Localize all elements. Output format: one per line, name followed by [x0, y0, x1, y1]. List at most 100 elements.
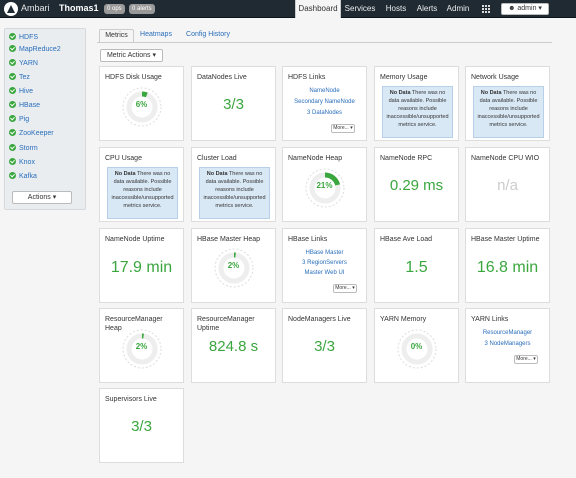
- ring-outline: [214, 248, 254, 288]
- check-icon: [9, 87, 16, 94]
- widget-hdfs-disk-usage[interactable]: HDFS Disk Usage 6%: [99, 66, 184, 141]
- service-label: Hive: [19, 88, 34, 95]
- widget-title: HBase Master Uptime: [471, 236, 540, 243]
- widget-title: HDFS Links: [288, 74, 326, 81]
- no-data-label: No Data: [480, 90, 502, 96]
- widget-title: Memory Usage: [380, 74, 428, 81]
- widget-hbase-master-heap[interactable]: HBase Master Heap 2%: [191, 228, 276, 303]
- service-actions-button[interactable]: Actions ▾: [12, 191, 72, 204]
- tab-heatmaps[interactable]: Heatmaps: [140, 31, 172, 38]
- widget-supervisors-live[interactable]: Supervisors Live 3/3: [99, 388, 184, 463]
- nav-admin[interactable]: Admin: [446, 4, 470, 13]
- widget-value: n/a: [497, 177, 518, 194]
- sidebar-item-kafka[interactable]: Kafka: [9, 171, 37, 182]
- widget-value: 0.29 ms: [389, 177, 444, 194]
- widget-nodemanagers-live[interactable]: NodeManagers Live 3/3: [282, 308, 367, 383]
- tab-metrics[interactable]: Metrics: [99, 29, 134, 43]
- ring-outline: [397, 329, 437, 369]
- widget-title: Supervisors Live: [105, 396, 157, 403]
- widget-title: NameNode Heap: [288, 155, 343, 162]
- brand-name[interactable]: Ambari: [21, 3, 50, 13]
- service-label: YARN: [19, 60, 38, 67]
- check-icon: [9, 144, 16, 151]
- widget-namenode-rpc[interactable]: NameNode RPC 0.29 ms: [374, 147, 459, 222]
- caret-down-icon: ▾: [352, 285, 355, 291]
- ring-outline: [122, 87, 162, 127]
- no-data-text: There was no data available. Possible re…: [477, 90, 540, 128]
- widget-title: YARN Memory: [380, 316, 427, 323]
- no-data-message: No Data There was no data available. Pos…: [473, 86, 544, 138]
- widget-title: HDFS Disk Usage: [105, 74, 162, 81]
- tab-config-history[interactable]: Config History: [186, 31, 230, 38]
- widget-value: 16.8 min: [476, 259, 539, 276]
- sidebar-item-knox[interactable]: Knox: [9, 157, 35, 168]
- ring-outline: [122, 329, 162, 369]
- link-hbase-master[interactable]: HBase Master: [305, 250, 344, 256]
- no-data-message: No Data There was no data available. Pos…: [107, 167, 178, 219]
- link-datanodes[interactable]: 3 DataNodes: [306, 110, 343, 116]
- widget-title: ResourceManager Heap: [105, 316, 163, 332]
- widget-hdfs-links: HDFS Links NameNode Secondary NameNode 3…: [282, 66, 367, 141]
- sidebar-item-hive[interactable]: Hive: [9, 86, 33, 97]
- more-button[interactable]: More... ▾: [333, 284, 357, 293]
- yarn-memory-pie: [397, 329, 437, 369]
- cluster-name[interactable]: Thomas1: [59, 3, 99, 13]
- sidebar-item-mapreduce2[interactable]: MapReduce2: [9, 44, 61, 55]
- ambari-logo-icon[interactable]: [4, 2, 18, 16]
- widget-hbase-ave-load[interactable]: HBase Ave Load 1.5: [374, 228, 459, 303]
- widget-resourcemanager-heap[interactable]: ResourceManager Heap 2%: [99, 308, 184, 383]
- sidebar-item-hdfs[interactable]: HDFS: [9, 32, 38, 43]
- sidebar-item-pig[interactable]: Pig: [9, 114, 29, 125]
- widget-memory-usage[interactable]: Memory Usage No Data There was no data a…: [374, 66, 459, 141]
- sidebar-item-hbase[interactable]: HBase: [9, 100, 40, 111]
- link-namenode[interactable]: NameNode: [309, 88, 340, 94]
- service-label: ZooKeeper: [19, 130, 54, 137]
- widget-cpu-usage[interactable]: CPU Usage No Data There was no data avai…: [99, 147, 184, 222]
- sidebar-item-yarn[interactable]: YARN: [9, 58, 38, 69]
- more-button[interactable]: More... ▾: [331, 124, 355, 133]
- no-data-text: There was no data available. Possible re…: [203, 171, 266, 209]
- check-icon: [9, 59, 16, 66]
- widget-namenode-heap[interactable]: NameNode Heap 21%: [282, 147, 367, 222]
- nav-hosts[interactable]: Hosts: [385, 4, 407, 13]
- check-icon: [9, 33, 16, 40]
- service-label: Tez: [19, 74, 30, 81]
- link-nodemanagers[interactable]: 3 NodeManagers: [484, 341, 531, 347]
- link-resourcemanager[interactable]: ResourceManager: [482, 330, 533, 336]
- user-menu-button[interactable]: ☻ admin ▾: [501, 3, 549, 15]
- sidebar-item-tez[interactable]: Tez: [9, 72, 30, 83]
- alerts-badge[interactable]: 0 alerts: [129, 4, 155, 14]
- no-data-message: No Data There was no data available. Pos…: [382, 86, 453, 138]
- widget-cluster-load[interactable]: Cluster Load No Data There was no data a…: [191, 147, 276, 222]
- ops-badge[interactable]: 0 ops: [104, 4, 125, 14]
- widget-namenode-uptime[interactable]: NameNode Uptime 17.9 min: [99, 228, 184, 303]
- metric-actions-button[interactable]: Metric Actions ▾: [100, 49, 163, 62]
- widget-hbase-master-uptime[interactable]: HBase Master Uptime 16.8 min: [465, 228, 550, 303]
- no-data-text: There was no data available. Possible re…: [386, 90, 449, 128]
- service-label: HBase: [19, 102, 41, 109]
- link-master-web-ui[interactable]: Master Web UI: [304, 270, 345, 276]
- service-label: HDFS: [19, 34, 39, 41]
- nav-dashboard[interactable]: Dashboard: [295, 0, 341, 18]
- check-icon: [9, 73, 16, 80]
- metric-actions-label: Metric Actions: [106, 52, 151, 59]
- nav-alerts[interactable]: Alerts: [416, 4, 438, 13]
- no-data-label: No Data: [206, 171, 228, 177]
- caret-down-icon: ▾: [533, 356, 536, 362]
- caret-down-icon: ▾: [350, 125, 353, 131]
- more-button[interactable]: More... ▾: [514, 355, 538, 364]
- widget-datanodes-live[interactable]: DataNodes Live 3/3: [191, 66, 276, 141]
- widget-resourcemanager-uptime[interactable]: ResourceManager Uptime 824.8 s: [191, 308, 276, 383]
- views-grid-icon[interactable]: [482, 5, 490, 13]
- link-regionservers[interactable]: 3 RegionServers: [302, 260, 347, 266]
- sidebar-item-storm[interactable]: Storm: [9, 143, 38, 154]
- nav-services[interactable]: Services: [344, 4, 376, 13]
- widget-yarn-memory[interactable]: YARN Memory 0%: [374, 308, 459, 383]
- widget-value: 6%: [135, 100, 148, 109]
- widget-namenode-cpu-wio[interactable]: NameNode CPU WIO n/a: [465, 147, 550, 222]
- top-navbar: Ambari Thomas1 0 ops 0 alerts Dashboard …: [0, 0, 576, 18]
- widget-network-usage[interactable]: Network Usage No Data There was no data …: [465, 66, 550, 141]
- no-data-text: There was no data available. Possible re…: [111, 171, 174, 209]
- link-secondary-namenode[interactable]: Secondary NameNode: [294, 99, 355, 105]
- sidebar-item-zookeeper[interactable]: ZooKeeper: [9, 128, 54, 139]
